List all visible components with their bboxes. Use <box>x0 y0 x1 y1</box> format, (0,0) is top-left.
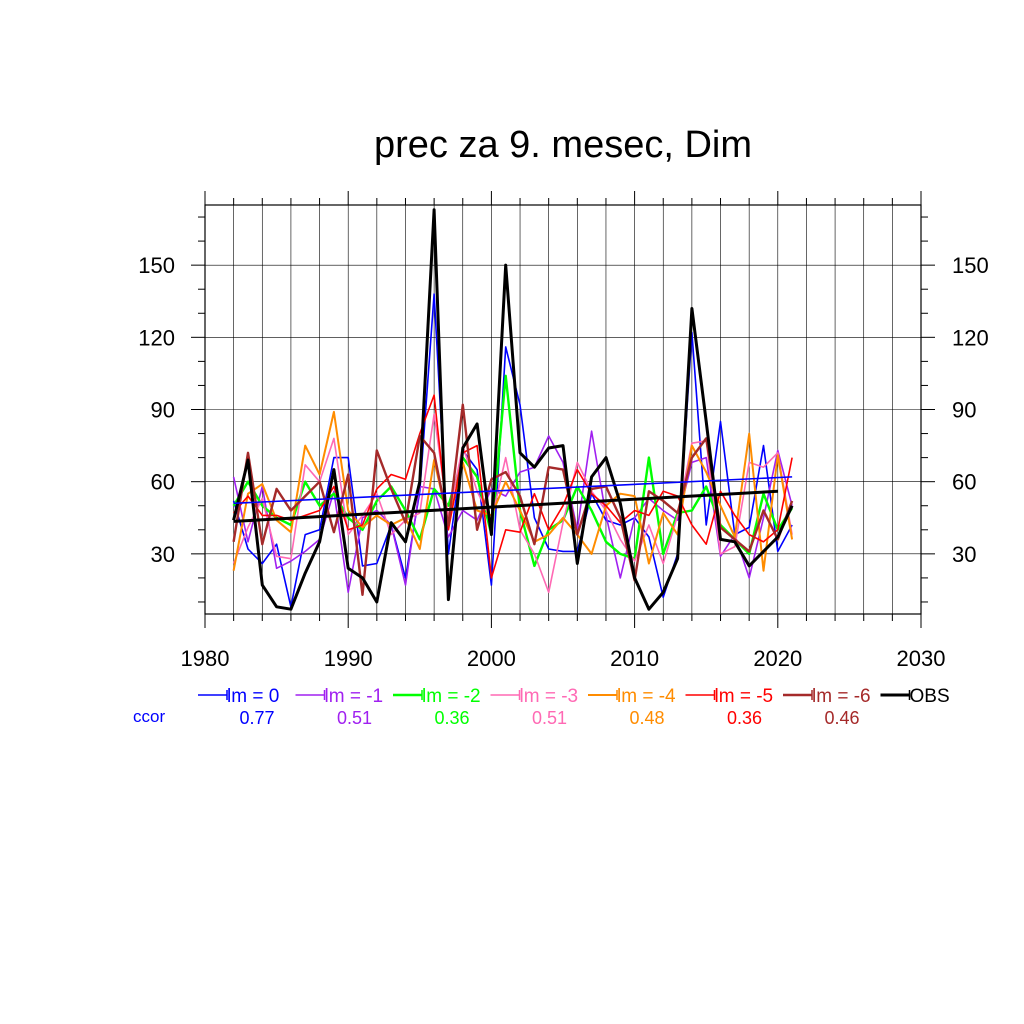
y-tick-label-left: 90 <box>151 398 175 423</box>
ccor-label: ccor <box>133 707 165 726</box>
legend-label-7: OBS <box>910 686 950 707</box>
legend-label-6: lm = -6 <box>812 686 871 707</box>
series-line-4 <box>232 410 794 572</box>
ccor-value-4: 0.48 <box>629 708 664 728</box>
ccor-value-1: 0.51 <box>337 708 372 728</box>
x-tick-label: 1990 <box>324 646 373 671</box>
y-tick-label-right: 120 <box>952 325 989 350</box>
y-tick-label-left: 30 <box>151 542 175 567</box>
ccor-value-6: 0.46 <box>824 708 859 728</box>
ccor-value-3: 0.51 <box>532 708 567 728</box>
x-tick-label: 2020 <box>753 646 802 671</box>
y-tick-label-right: 90 <box>952 398 976 423</box>
series-line-5 <box>232 394 793 579</box>
series-line-3 <box>232 413 793 594</box>
legend: lm = 0 lm = -1 lm = -2 lm = -3 lm = -4 lm = -… <box>133 686 950 728</box>
legend-label-0: lm = 0 <box>227 686 279 707</box>
y-tick-label-left: 150 <box>138 253 175 278</box>
y-tick-label-right: 150 <box>952 253 989 278</box>
series-lines <box>232 208 794 611</box>
y-tick-label-left: 120 <box>138 325 175 350</box>
trend-line-1 <box>233 489 778 523</box>
grid <box>205 205 921 614</box>
trend-line-0 <box>233 476 793 505</box>
legend-label-1: lm = -1 <box>325 686 384 707</box>
legend-label-5: lm = -5 <box>715 686 774 707</box>
x-tick-label: 2010 <box>610 646 659 671</box>
y-tick-label-left: 60 <box>151 470 175 495</box>
legend-label-3: lm = -3 <box>520 686 579 707</box>
ccor-value-5: 0.36 <box>727 708 762 728</box>
ccor-value-2: 0.36 <box>434 708 469 728</box>
y-tick-label-right: 60 <box>952 470 976 495</box>
chart-title: prec za 9. mesec, Dim <box>374 124 752 166</box>
y-tick-label-right: 30 <box>952 542 976 567</box>
x-tick-label: 2000 <box>467 646 516 671</box>
legend-label-2: lm = -2 <box>422 686 481 707</box>
x-tick-label: 1980 <box>181 646 230 671</box>
series-line-7 <box>232 208 794 611</box>
x-tick-label: 2030 <box>897 646 946 671</box>
axis-ticks: 1980 1990 2000 2010 2020 2030 30 30 60 60 90 90 120 1… <box>138 191 989 671</box>
legend-label-4: lm = -4 <box>617 686 676 707</box>
ccor-value-0: 0.77 <box>239 708 274 728</box>
